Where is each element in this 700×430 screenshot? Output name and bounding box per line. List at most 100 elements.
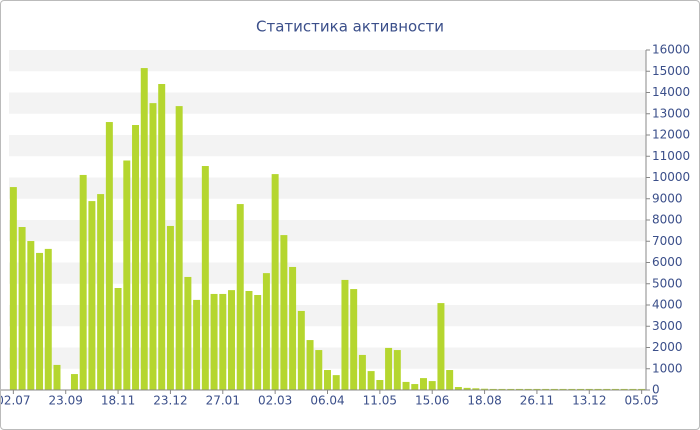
y-tick-label: 11000	[652, 149, 690, 163]
bar	[629, 388, 637, 390]
grid-band	[9, 177, 646, 199]
bar	[533, 388, 541, 390]
bar	[489, 388, 497, 390]
x-tick-label: 27.01	[206, 394, 240, 408]
x-tick-label: 23.12	[153, 394, 187, 408]
bar	[88, 201, 96, 390]
bar	[568, 388, 576, 390]
bar	[70, 374, 78, 390]
bar	[297, 310, 305, 390]
y-tick-label: 2000	[652, 340, 683, 354]
y-tick-label: 12000	[652, 128, 690, 142]
x-tick-label: 18.11	[101, 394, 135, 408]
bar	[463, 387, 471, 390]
bar	[515, 388, 523, 390]
bar	[611, 388, 619, 390]
grid-band	[9, 305, 646, 327]
bar	[44, 248, 52, 390]
y-tick-label: 6000	[652, 255, 683, 269]
y-tick-label: 9000	[652, 191, 683, 205]
x-tick-label: 18.08	[467, 394, 501, 408]
y-tick-label: 15000	[652, 64, 690, 78]
bar	[437, 303, 445, 390]
bar	[254, 295, 262, 390]
y-tick-label: 4000	[652, 298, 683, 312]
bar	[603, 388, 611, 390]
bar	[36, 252, 44, 390]
bar	[559, 388, 567, 390]
bar	[210, 293, 218, 390]
bar	[166, 225, 174, 390]
grid-band	[9, 220, 646, 242]
bar	[411, 384, 419, 390]
bar	[620, 388, 628, 390]
bar	[324, 370, 331, 390]
x-tick-label: 26.11	[520, 394, 554, 408]
bar	[481, 388, 489, 390]
bar	[550, 388, 558, 390]
bar	[454, 387, 462, 390]
bar	[201, 166, 209, 390]
grid-band	[9, 50, 646, 72]
bar	[524, 388, 532, 390]
bar	[97, 194, 105, 390]
bar	[402, 381, 410, 390]
bar	[105, 122, 113, 390]
bar	[332, 375, 340, 390]
bar	[53, 364, 61, 390]
x-tick-label: 11.05	[363, 394, 397, 408]
bar	[577, 388, 585, 390]
bar	[132, 125, 140, 390]
y-tick-label: 3000	[652, 319, 683, 333]
bar	[585, 388, 593, 390]
bar	[498, 388, 506, 390]
bar	[542, 388, 550, 390]
chart-title: Статистика активности	[256, 18, 444, 36]
bar	[158, 84, 166, 390]
x-tick-label: 13.12	[572, 394, 606, 408]
bar	[350, 289, 358, 390]
x-tick-label: 06.04	[310, 394, 344, 408]
bar	[149, 103, 157, 390]
bar	[341, 279, 349, 390]
y-tick-label: 14000	[652, 85, 690, 99]
bar	[289, 266, 297, 390]
bar	[219, 293, 227, 390]
grid-band	[9, 135, 646, 157]
bar	[594, 388, 602, 390]
bar	[175, 106, 183, 390]
bar	[27, 241, 35, 390]
bar	[236, 204, 244, 390]
y-tick-label: 10000	[652, 170, 690, 184]
y-tick-label: 13000	[652, 106, 690, 120]
x-tick-label: 02.07	[1, 394, 31, 408]
bar	[9, 187, 17, 390]
bar	[140, 68, 148, 390]
bar	[446, 370, 454, 390]
bar	[228, 290, 236, 390]
bar	[376, 380, 384, 390]
y-tick-label: 8000	[652, 213, 683, 227]
bar	[18, 227, 26, 390]
bar	[123, 160, 131, 390]
bar	[393, 350, 401, 390]
bar	[419, 378, 427, 390]
grid-band	[9, 92, 646, 114]
bar	[385, 347, 393, 390]
grid-band	[9, 347, 646, 369]
bar	[367, 371, 375, 390]
y-tick-label: 1000	[652, 361, 683, 375]
bar	[306, 340, 314, 390]
x-tick-label: 02.03	[258, 394, 292, 408]
bar	[507, 388, 515, 390]
bar	[262, 273, 270, 390]
bar	[114, 288, 122, 390]
bar	[193, 299, 201, 390]
bar	[428, 381, 436, 390]
y-tick-label: 16000	[652, 43, 690, 57]
bar	[245, 290, 253, 390]
y-tick-label: 5000	[652, 276, 683, 290]
bar	[358, 354, 366, 390]
